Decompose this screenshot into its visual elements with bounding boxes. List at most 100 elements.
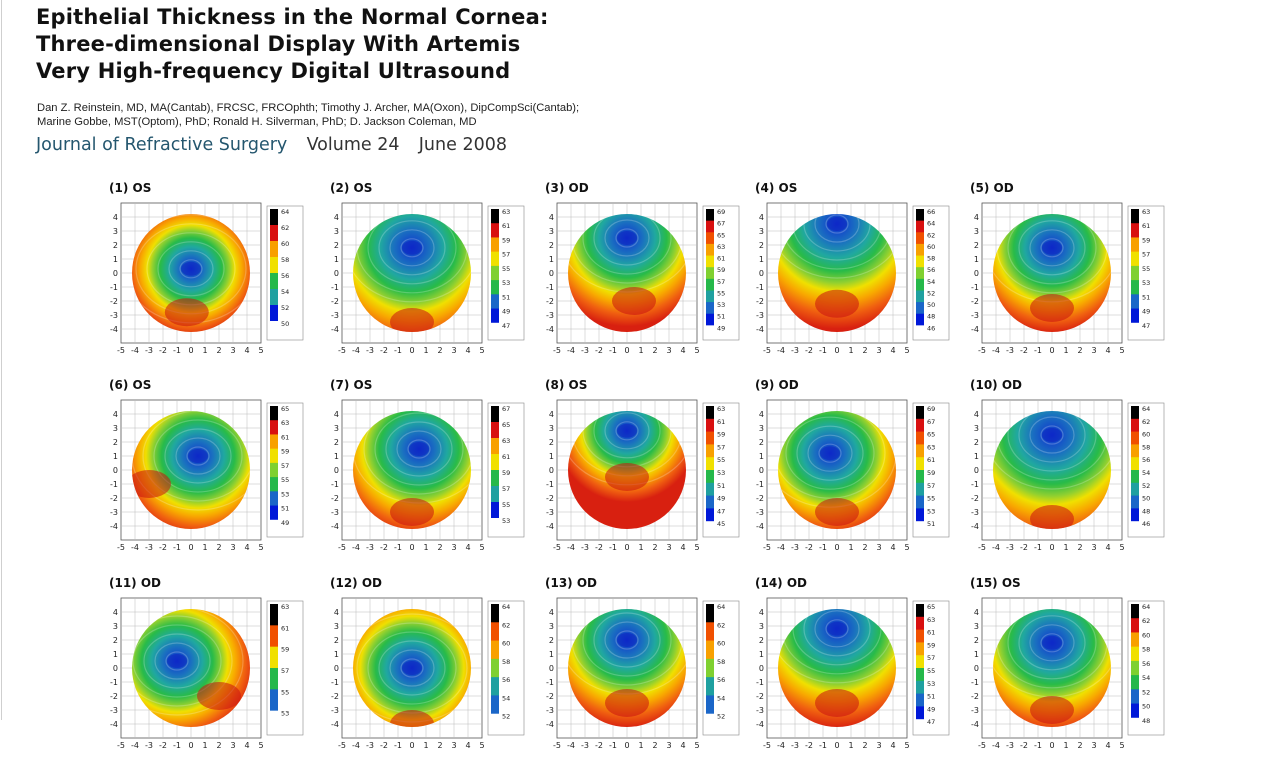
color-scale-label: 48 — [1142, 717, 1150, 725]
y-tick-label: -2 — [971, 297, 979, 306]
color-scale-swatch — [1131, 689, 1139, 705]
x-tick-label: -4 — [777, 346, 785, 355]
contour-band — [389, 229, 435, 267]
thickness-map-panel: (11) OD 4 3 2 1 0 -1 -2 -3 -4 -5 -4 -3 -2 -1 0 1 2 3 4 5 63 61… — [109, 576, 314, 761]
y-tick-label: 3 — [113, 622, 118, 631]
x-tick-label: -5 — [117, 346, 125, 355]
x-tick-label: -1 — [1034, 543, 1042, 552]
color-scale-label: 58 — [1142, 646, 1150, 654]
color-scale-swatch — [916, 521, 924, 535]
panel-label: (7) OS — [330, 378, 373, 392]
color-scale-label: 59 — [1142, 236, 1150, 244]
y-tick-label: 2 — [549, 438, 554, 447]
x-tick-label: -5 — [763, 741, 771, 750]
y-tick-label: 0 — [334, 466, 339, 475]
thickness-map-panel: (10) OD 4 3 2 1 0 -1 -2 -3 -4 -5 -4 -3 -2 -1 0 1 2 3 4 5 64 62… — [970, 378, 1175, 563]
contour-band — [1018, 220, 1086, 276]
y-tick-label: 4 — [549, 608, 554, 617]
color-scale-label: 51 — [717, 313, 725, 321]
color-scale-label: 55 — [502, 265, 510, 273]
x-tick-label: -1 — [394, 346, 402, 355]
y-tick-label: -4 — [331, 325, 339, 334]
color-scale-swatch — [706, 508, 714, 522]
y-tick-label: -2 — [331, 692, 339, 701]
y-tick-label: 1 — [759, 452, 764, 461]
color-scale-swatch — [706, 470, 714, 484]
y-tick-label: 3 — [334, 424, 339, 433]
x-tick-label: 4 — [244, 346, 249, 355]
panel-label: (8) OS — [545, 378, 588, 392]
panel-label: (9) OD — [755, 378, 799, 392]
y-tick-label: -2 — [756, 297, 764, 306]
x-tick-label: 1 — [638, 741, 643, 750]
color-scale-swatch — [1131, 470, 1139, 484]
color-scale-label: 57 — [927, 654, 935, 662]
x-tick-label: 2 — [652, 543, 657, 552]
color-scale-swatch — [706, 325, 714, 338]
color-scale-swatch — [491, 695, 499, 715]
y-tick-label: 1 — [759, 255, 764, 264]
color-scale-swatch — [1131, 508, 1139, 522]
x-tick-label: 2 — [216, 346, 221, 355]
thick-region — [164, 298, 209, 327]
color-scale-swatch — [270, 505, 278, 521]
x-tick-label: -5 — [763, 543, 771, 552]
y-tick-label: -2 — [110, 297, 118, 306]
color-scale-label: 45 — [717, 520, 725, 528]
x-tick-label: 1 — [423, 543, 428, 552]
color-scale-swatch — [916, 418, 924, 433]
x-tick-label: 5 — [1119, 543, 1124, 552]
x-tick-label: 3 — [666, 741, 671, 750]
contour-band — [132, 615, 233, 707]
y-tick-label: 4 — [113, 608, 118, 617]
x-tick-label: 4 — [890, 543, 895, 552]
color-scale-label: 63 — [717, 405, 725, 413]
y-tick-label: 3 — [759, 622, 764, 631]
x-tick-label: -5 — [978, 346, 986, 355]
y-tick-label: 1 — [974, 452, 979, 461]
y-tick-label: -2 — [756, 692, 764, 701]
y-tick-label: -4 — [110, 522, 118, 531]
thick-region — [390, 308, 434, 332]
color-scale-label: 57 — [281, 667, 289, 675]
x-tick-label: 0 — [409, 741, 414, 750]
x-tick-label: -2 — [380, 741, 388, 750]
thickness-disc — [132, 411, 250, 529]
contour-band — [385, 421, 453, 477]
color-scale-swatch — [706, 622, 714, 642]
y-tick-label: 2 — [549, 636, 554, 645]
x-tick-label: -4 — [567, 346, 575, 355]
color-scale-label: 61 — [927, 629, 935, 637]
color-scale-label: 60 — [1142, 431, 1150, 439]
authors-line-2: Marine Gobbe, MST(Optom), PhD; Ronald H.… — [37, 116, 477, 128]
thickness-map-panel: (9) OD 4 3 2 1 0 -1 -2 -3 -4 -5 -4 -3 -2 -1 0 1 2 3 4 5 69 67 6… — [755, 378, 960, 563]
color-scale-label: 63 — [502, 208, 510, 216]
contour-band — [367, 631, 457, 705]
y-tick-label: -1 — [110, 283, 118, 292]
x-tick-label: 3 — [1091, 346, 1096, 355]
color-scale-swatch — [1131, 237, 1139, 253]
thin-region — [1042, 428, 1062, 442]
panel-label: (12) OD — [330, 576, 383, 590]
x-tick-label: 2 — [1077, 346, 1082, 355]
journal-volume: Volume 24 — [306, 135, 400, 155]
y-tick-label: 1 — [334, 650, 339, 659]
y-tick-label: -3 — [110, 311, 118, 320]
x-tick-label: -4 — [352, 741, 360, 750]
y-tick-label: -3 — [110, 706, 118, 715]
x-tick-label: 1 — [1063, 346, 1068, 355]
y-tick-label: -1 — [546, 480, 554, 489]
contour-band — [778, 214, 896, 279]
panel-label: (2) OS — [330, 181, 373, 195]
color-scale-label: 67 — [502, 405, 510, 413]
y-tick-label: -4 — [546, 522, 554, 531]
x-tick-label: 1 — [1063, 543, 1068, 552]
y-tick-label: 0 — [974, 269, 979, 278]
y-tick-label: 1 — [113, 650, 118, 659]
color-scale-swatch — [706, 267, 714, 280]
color-scale-label: 53 — [927, 507, 935, 515]
y-tick-label: 4 — [334, 213, 339, 222]
color-scale-label: 57 — [1142, 251, 1150, 259]
x-tick-label: 1 — [423, 346, 428, 355]
x-tick-label: -5 — [338, 346, 346, 355]
